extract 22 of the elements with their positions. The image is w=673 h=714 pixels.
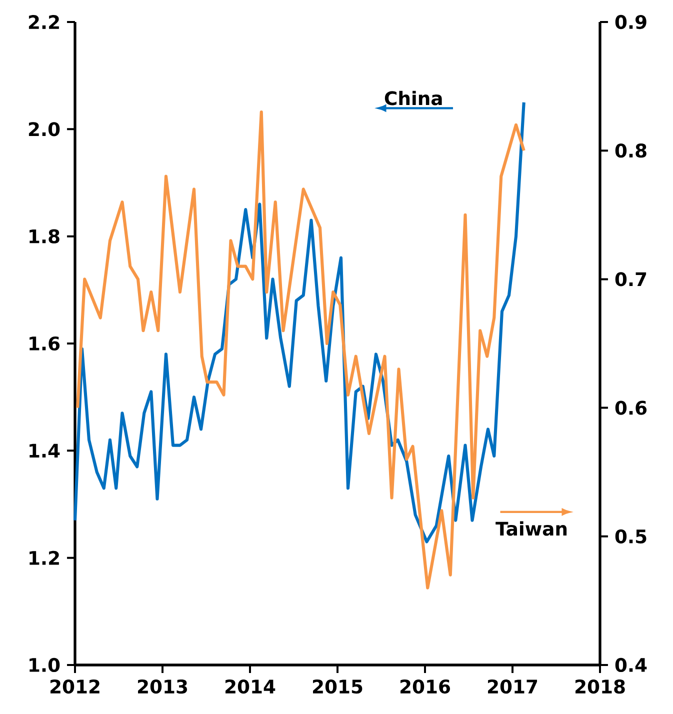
- series-label: Taiwan: [496, 521, 567, 536]
- legend-label: China: [384, 90, 442, 106]
- x-tick-label: 2016: [400, 679, 450, 694]
- x-tick-label: 2013: [138, 679, 187, 694]
- x-tick-label: 2015: [313, 679, 362, 694]
- y2-tick-label: 0.9: [615, 14, 646, 30]
- x-tick-label: 2014: [226, 679, 276, 694]
- x-tick-label: 2018: [576, 679, 625, 694]
- y-tick-label: 1.0: [30, 658, 60, 672]
- y2-tick-label: 0.7: [615, 272, 646, 286]
- y-tick-label: 1.4: [30, 444, 60, 458]
- y-tick-label: 2.2: [28, 15, 59, 29]
- y-tick-label: 1.8: [30, 229, 60, 244]
- y-tick-label: 1.2: [30, 550, 59, 565]
- y-tick-label: 1.6: [30, 336, 60, 351]
- y-tick-label: 2.0: [28, 122, 60, 136]
- y2-tick-label: 0.4: [615, 658, 647, 672]
- y2-tick-label: 0.5: [615, 529, 646, 544]
- y2-tick-label: 0.6: [615, 400, 647, 415]
- y2-tick-label: 0.8: [615, 144, 646, 158]
- x-tick-label: 2012: [50, 679, 100, 694]
- x-tick-label: 2017: [488, 679, 537, 694]
